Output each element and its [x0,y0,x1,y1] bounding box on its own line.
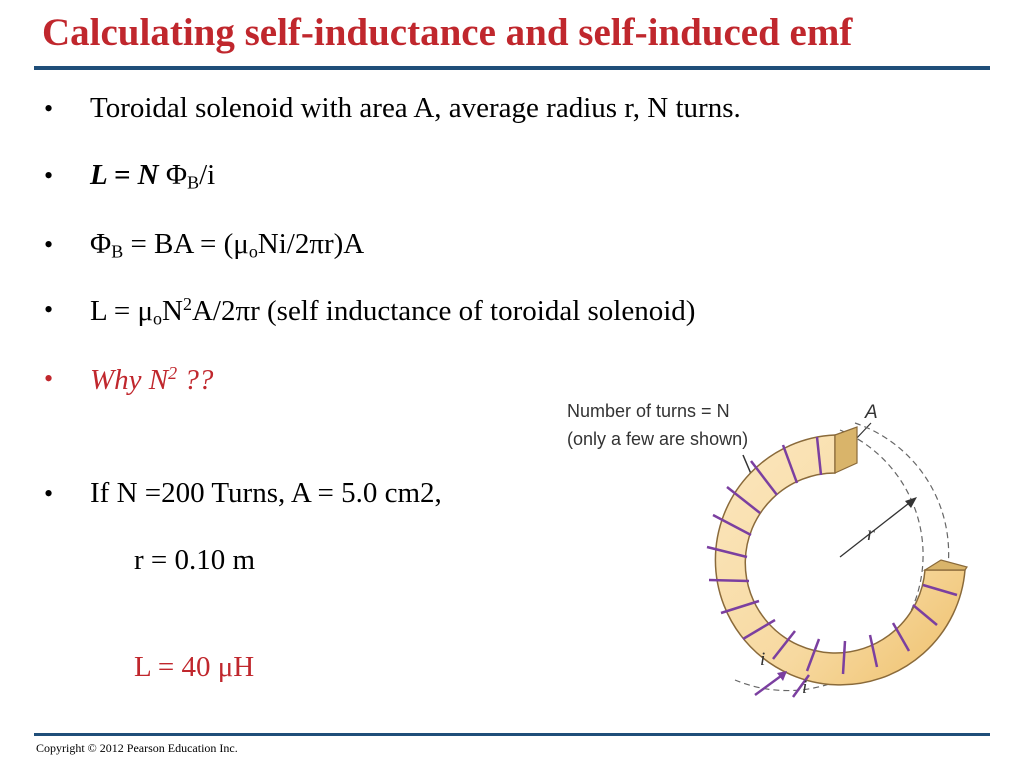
inductance-lhs: L = N [90,159,159,191]
bullet-dot: • [44,161,54,190]
figure-caption-line1: Number of turns = N [567,401,730,421]
phi-symbol: Φ [165,159,188,191]
bullet-dot: • [44,295,54,324]
why-b: ?? [177,363,214,396]
cut-face-top [834,426,858,474]
label-radius: r [867,523,875,545]
bullet-dot: • [44,230,54,259]
bullet-dot: • [44,364,54,393]
slide-title: Calculating self-inductance and self-ind… [42,11,853,54]
footer-divider [34,733,990,736]
n-squared: 2 [182,294,192,314]
toroid-body [714,434,966,686]
figure-caption-line2: (only a few are shown) [567,429,748,449]
formula-a: L = μ [90,294,154,327]
mu-subscript: o [153,308,163,329]
flux-tail: Ni/2πr)A [257,228,365,260]
phi-symbol: Φ [90,228,112,260]
bullet-toroid-description: Toroidal solenoid with area A, average r… [90,92,741,124]
formula-c: A/2πr (self inductance of toroidal solen… [191,294,696,327]
label-area: A [864,402,878,423]
copyright-footer: Copyright © 2012 Pearson Education Inc. [36,741,238,755]
formula-b: N [162,294,183,327]
bullet-inductance-definition: L = N ΦB/i [90,159,216,193]
bullet-inductance-formula: L = μoN2A/2πr (self inductance of toroid… [90,295,695,327]
phi-subscript: B [111,241,124,262]
label-current-1: i [760,649,765,670]
flux-mid: = BA = (μ [123,228,249,260]
given-radius: r = 0.10 m [134,544,256,576]
why-a: Why N [90,363,169,396]
bullet-dot: • [44,479,54,508]
dashed-outer-ring [854,422,950,576]
cut-face-bottom [922,559,968,571]
phi-subscript: B [187,172,200,193]
bullet-given-values: If N =200 Turns, A = 5.0 cm2, [90,477,442,509]
radius-arrowhead [905,497,917,508]
mu-subscript: o [248,241,258,262]
label-current-2: i [802,677,807,698]
current-arrowhead [777,671,787,681]
bullet-flux-equation: ΦB = BA = (μoNi/2πr)A [90,228,365,262]
result-inductance: L = 40 μH [134,651,255,683]
area-pointer [854,422,872,441]
radius-arrow [839,499,914,558]
bullet-dot: • [44,94,54,123]
coil-windings [706,436,958,675]
why-sup: 2 [168,363,178,383]
toroid-figure: Number of turns = N (only a few are show… [567,401,968,698]
bullet-why-n-squared: Why N2 ?? [90,364,213,395]
title-divider [34,66,990,70]
current-lead-out [791,674,811,698]
inductance-tail: /i [199,159,216,191]
